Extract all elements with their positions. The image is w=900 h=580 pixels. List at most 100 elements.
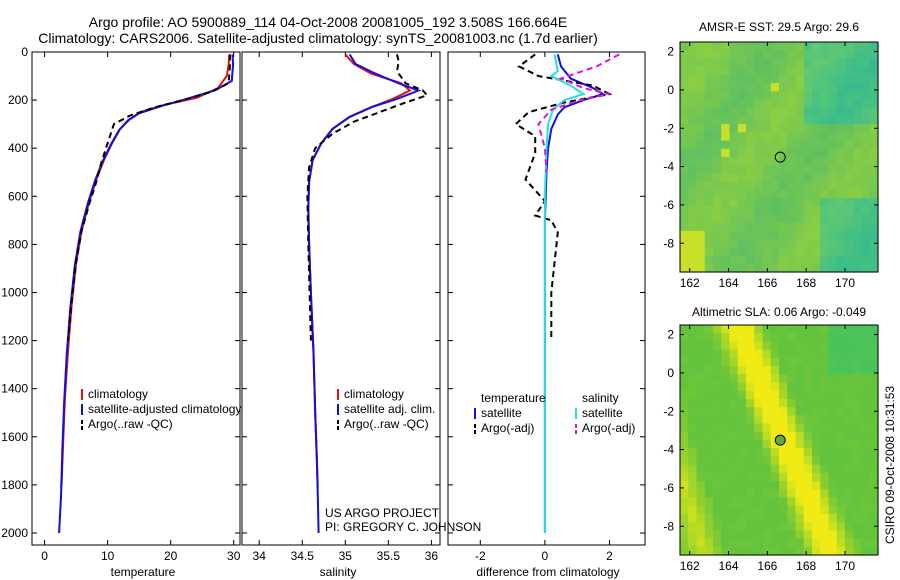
heatmap-cell xyxy=(845,448,854,458)
heatmap-cell xyxy=(861,382,871,392)
heatmap-cell xyxy=(713,181,722,191)
heatmap-cell xyxy=(853,198,863,207)
heatmap-cell xyxy=(770,99,780,109)
legend-label: satellite xyxy=(481,406,522,420)
heatmap-cell xyxy=(812,247,821,257)
heatmap-cell xyxy=(737,513,747,523)
heatmap-cell xyxy=(869,157,879,166)
heatmap-cell xyxy=(869,181,879,191)
heatmap-cell xyxy=(853,538,863,548)
heatmap-cell xyxy=(787,198,797,207)
heatmap-cell xyxy=(812,255,821,265)
heatmap-cell xyxy=(845,74,854,84)
heatmap-cell xyxy=(836,546,846,556)
heatmap-cell xyxy=(803,140,813,150)
heatmap-cell xyxy=(696,390,706,400)
heatmap-cell xyxy=(787,407,797,416)
heatmap-cell xyxy=(869,530,879,540)
heatmap-cell xyxy=(845,198,854,207)
heatmap-cell xyxy=(746,99,755,109)
heatmap-cell xyxy=(845,157,854,166)
heatmap-cell xyxy=(845,415,854,425)
heatmap-cell xyxy=(729,181,739,191)
heatmap-cell xyxy=(820,374,830,384)
heatmap-cell xyxy=(812,333,821,343)
heatmap-cell xyxy=(861,431,871,441)
heatmap-cell xyxy=(696,349,706,359)
heatmap-cell xyxy=(680,173,689,183)
heatmap-cell xyxy=(787,247,797,257)
heatmap-cell xyxy=(770,165,780,175)
heatmap-cell xyxy=(737,472,747,482)
heatmap-cell xyxy=(845,206,854,216)
heatmap-cell xyxy=(787,448,797,458)
heatmap-cell xyxy=(713,132,722,142)
heatmap-cell xyxy=(803,530,813,540)
heatmap-cell xyxy=(688,74,698,84)
heatmap-cell xyxy=(729,58,739,68)
heatmap-cell xyxy=(787,333,797,343)
heatmap-cell xyxy=(762,497,772,507)
heatmap-cell xyxy=(770,58,780,68)
heatmap-cell xyxy=(680,132,689,142)
heatmap-cell xyxy=(737,222,747,232)
heatmap-cell xyxy=(779,374,788,384)
heatmap-cell xyxy=(737,91,747,101)
heatmap-cell xyxy=(770,247,780,257)
heatmap-cell xyxy=(754,239,764,248)
pi-label: PI: GREGORY C. JOHNSON xyxy=(325,520,482,534)
heatmap-cell xyxy=(861,464,871,474)
y-tick-label: 1400 xyxy=(1,382,28,396)
heatmap-cell xyxy=(754,497,764,507)
heatmap-cell xyxy=(729,522,739,531)
heatmap-cell xyxy=(779,189,788,199)
heatmap-cell xyxy=(820,497,830,507)
heatmap-cell xyxy=(779,239,788,248)
heatmap-cell xyxy=(845,214,854,224)
heatmap-cell xyxy=(688,349,698,359)
heatmap-cell xyxy=(696,115,706,125)
heatmap-cell xyxy=(737,132,747,142)
heatmap-cell xyxy=(762,522,772,531)
heatmap-cell xyxy=(688,107,698,117)
y-tick-label: -8 xyxy=(663,236,674,250)
heatmap-cell xyxy=(812,239,821,248)
heatmap-cell xyxy=(820,206,830,216)
heatmap-cell xyxy=(820,165,830,175)
heatmap-cell xyxy=(762,538,772,548)
heatmap-cell xyxy=(713,398,722,408)
heatmap-cell xyxy=(861,366,871,375)
heatmap-cell xyxy=(729,415,739,425)
heatmap-cell xyxy=(820,148,830,158)
heatmap-cell xyxy=(803,91,813,101)
heatmap-cell xyxy=(737,390,747,400)
heatmap-cell xyxy=(853,382,863,392)
heatmap-cell xyxy=(729,140,739,150)
heatmap-cell xyxy=(869,489,879,499)
heatmap-cell xyxy=(828,247,838,257)
heatmap-cell xyxy=(762,206,772,216)
heatmap-cell xyxy=(737,530,747,540)
x-tick-label: 0 xyxy=(41,549,48,563)
heatmap-cell xyxy=(754,91,764,101)
heatmap-cell xyxy=(737,189,747,199)
y-tick-label: -4 xyxy=(663,443,674,457)
heatmap-cell xyxy=(729,173,739,183)
heatmap-cell xyxy=(713,440,722,449)
heatmap-cell xyxy=(803,206,813,216)
heatmap-cell xyxy=(861,398,871,408)
heatmap-cell xyxy=(820,472,830,482)
heatmap-cell xyxy=(836,464,846,474)
heatmap-cell xyxy=(721,239,731,248)
heatmap-cell xyxy=(853,505,863,515)
heatmap-cell xyxy=(820,247,830,257)
heatmap-cell xyxy=(721,341,731,351)
heatmap-cell xyxy=(803,325,813,334)
heatmap-cell xyxy=(869,58,879,68)
heatmap-cell xyxy=(812,390,821,400)
heatmap-cell xyxy=(729,42,739,51)
heatmap-cell xyxy=(803,538,813,548)
heatmap-cell xyxy=(787,423,797,433)
heatmap-cell xyxy=(853,325,863,334)
heatmap-cell xyxy=(869,115,879,125)
